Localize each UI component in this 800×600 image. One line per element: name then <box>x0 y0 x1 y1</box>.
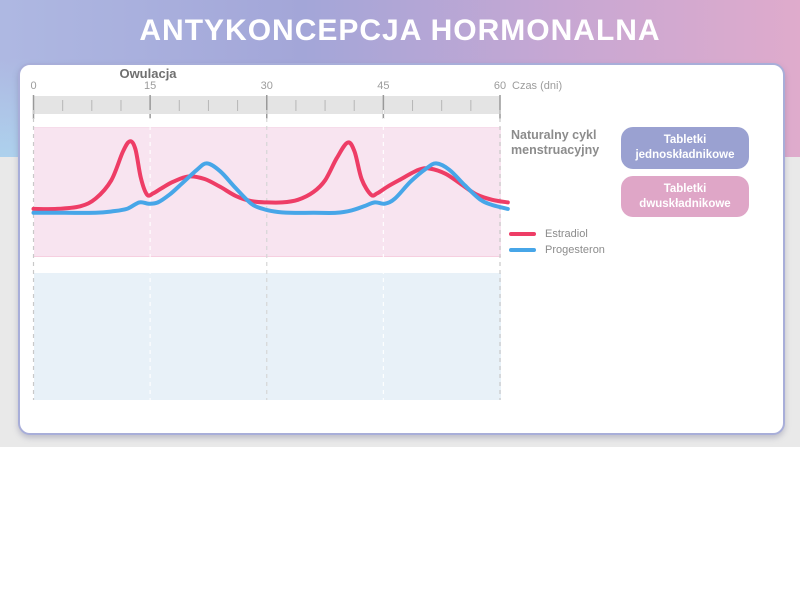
axis-tick-label: 0 <box>30 80 37 92</box>
time-axis-unit-label: Czas (dni) <box>512 80 563 92</box>
content-card: Owulacja 0 15 30 45 60 Czas (dni) Naturalny … <box>18 63 785 435</box>
tabletki-jednoskladnikowe-button[interactable]: Tabletki jednoskładnikowe <box>621 127 749 169</box>
curve-estradiol <box>31 139 510 212</box>
legend-label: Progesteron <box>545 243 605 256</box>
curve-progesteron <box>31 161 510 215</box>
legend-item-progesteron: Progesteron <box>509 242 605 257</box>
hormone-chart <box>31 95 510 400</box>
natural-cycle-title: Naturalny cykl menstruacyjny <box>511 128 600 157</box>
estradiol-line-swatch <box>509 231 536 236</box>
button-label: Tabletki dwuskładnikowe <box>639 182 731 210</box>
page-title: ANTYKONCEPCJA HORMONALNA <box>139 14 661 47</box>
natural-cycle-panel <box>34 127 501 257</box>
pill-cycle-panel <box>34 273 501 400</box>
axis-tick-label: 15 <box>144 80 157 92</box>
axis-tick-label: 45 <box>377 80 390 92</box>
axis-tick-label: 30 <box>260 80 273 92</box>
axis-tick-label: 60 <box>493 80 507 92</box>
button-label: Tabletki jednoskładnikowe <box>635 134 735 161</box>
tabletki-dwuskladnikowe-button[interactable]: Tabletki dwuskładnikowe <box>621 176 749 217</box>
ovulation-label: Owulacja <box>119 66 177 81</box>
legend-item-estradiol: Estradiol <box>509 226 605 241</box>
time-axis: 0 15 30 45 60 <box>20 80 779 93</box>
legend: Estradiol Progesteron <box>509 226 605 258</box>
legend-label: Estradiol <box>545 227 588 240</box>
progesteron-line-swatch <box>509 247 536 252</box>
